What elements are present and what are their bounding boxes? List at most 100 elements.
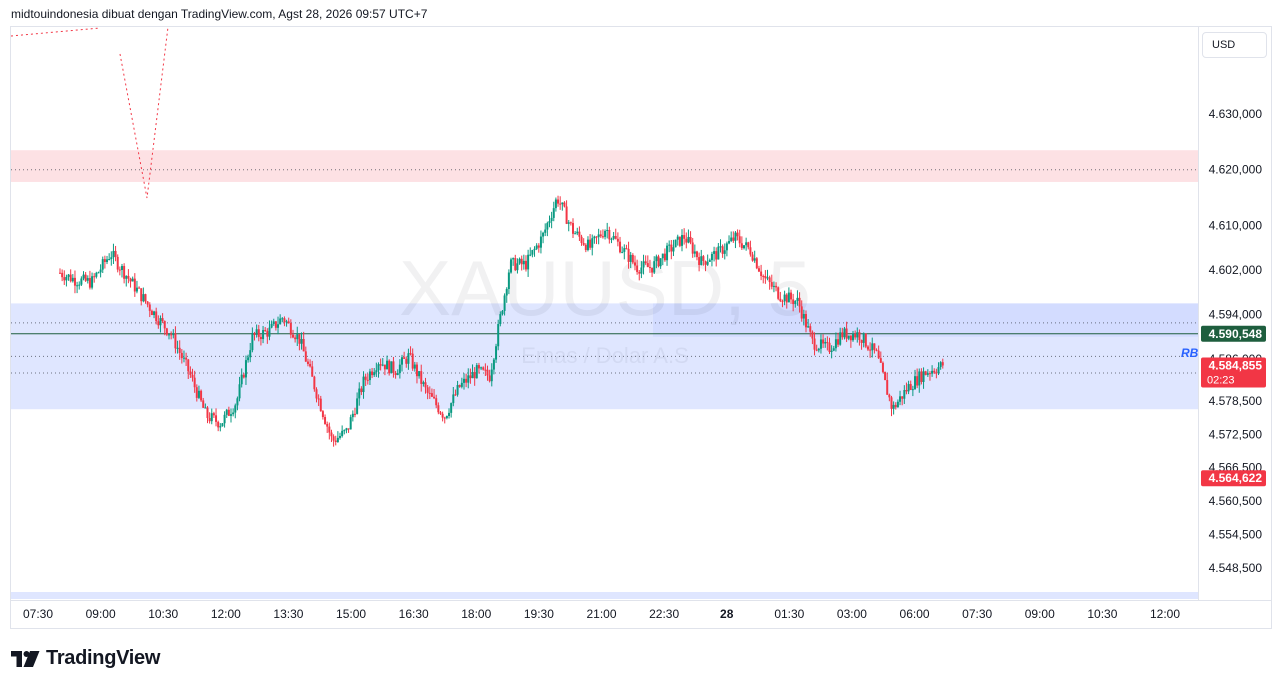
candle	[93, 273, 96, 283]
rb-badge[interactable]: RB	[1181, 346, 1199, 360]
candle-body	[191, 374, 194, 378]
candle	[394, 370, 397, 379]
candle	[65, 274, 68, 287]
candle	[604, 229, 607, 240]
time-tick-label: 06:00	[900, 607, 930, 621]
candle	[595, 236, 598, 245]
candle	[249, 342, 252, 363]
candle	[244, 355, 247, 385]
candle	[798, 292, 801, 313]
candle-body	[672, 247, 675, 252]
candle	[424, 377, 427, 394]
candle-body	[775, 285, 778, 288]
candle	[321, 410, 324, 420]
candle-body	[916, 376, 919, 386]
candle-body	[779, 298, 782, 302]
candle	[281, 317, 284, 323]
candle-body	[319, 398, 322, 412]
trend-drawing[interactable]	[119, 26, 169, 199]
candle-body	[687, 236, 690, 243]
candle	[306, 358, 309, 367]
candle-body	[287, 321, 290, 324]
candle-body	[715, 251, 718, 260]
candle-body	[849, 335, 852, 341]
candle	[392, 356, 395, 378]
candle	[238, 376, 241, 402]
price-tags-layer: 4.590,548 4.584,855 02:23 4.564,622	[1201, 325, 1266, 487]
chart-frame[interactable]	[10, 26, 1272, 629]
candle	[614, 228, 617, 240]
candle	[471, 364, 474, 379]
candle	[437, 402, 440, 415]
candle-body	[495, 346, 498, 360]
candle-body	[279, 318, 282, 325]
candle	[386, 355, 389, 370]
candle	[377, 362, 380, 378]
candle-body	[86, 278, 89, 281]
candle	[163, 320, 166, 336]
candle	[633, 255, 636, 271]
candle	[287, 317, 290, 324]
candle	[193, 370, 196, 393]
candle	[300, 332, 303, 350]
candle	[717, 243, 720, 260]
candle	[492, 357, 495, 375]
candle-body	[439, 412, 442, 414]
candle-body	[888, 394, 891, 398]
candle	[608, 226, 611, 244]
candle-body	[751, 254, 754, 261]
candle-body	[871, 343, 874, 351]
candle-body	[554, 199, 557, 209]
price-tag-value: 4.590,548	[1209, 327, 1263, 341]
candle-body	[437, 405, 440, 413]
candle-body	[401, 357, 403, 365]
trend-drawing[interactable]	[10, 27, 101, 37]
candle	[685, 232, 688, 249]
candle	[772, 281, 775, 293]
candle	[890, 395, 893, 417]
candle-body	[862, 333, 865, 343]
candle-body	[157, 321, 160, 326]
candle	[755, 257, 758, 270]
candle	[262, 325, 265, 344]
candle	[208, 412, 211, 424]
candle-body	[82, 274, 85, 279]
candle	[732, 231, 735, 243]
candle-body	[589, 239, 592, 248]
candle-body	[520, 258, 523, 265]
candle-body	[332, 436, 335, 441]
candle	[542, 231, 545, 244]
tradingview-logo[interactable]: TradingView	[11, 647, 160, 670]
candle-body	[253, 332, 256, 335]
candle	[698, 252, 701, 272]
candle-body	[762, 276, 765, 278]
candle-body	[839, 332, 842, 345]
candle	[108, 253, 111, 261]
candle	[82, 271, 85, 281]
candle	[644, 255, 647, 265]
candle-body	[574, 233, 577, 235]
price-tick-label: 4.602,000	[1209, 263, 1263, 277]
candle-body	[133, 278, 136, 292]
candle	[854, 330, 857, 340]
candle	[666, 242, 669, 266]
candle-body	[247, 357, 250, 361]
candle-body	[657, 256, 660, 267]
candle	[768, 275, 771, 290]
candle	[450, 402, 453, 418]
candle-body	[909, 384, 912, 390]
candle-body	[197, 390, 200, 398]
candle	[486, 365, 489, 381]
candle-body	[896, 401, 899, 408]
candle	[550, 211, 553, 229]
candle-body	[569, 222, 572, 224]
candle	[537, 243, 540, 253]
candle	[161, 313, 164, 324]
candle	[448, 408, 451, 419]
candle-body	[317, 398, 320, 400]
candle-body	[219, 426, 222, 428]
currency-button[interactable]: USD	[1202, 32, 1267, 58]
resistance-zone[interactable]	[11, 150, 1198, 182]
price-tick-label: 4.630,000	[1209, 107, 1263, 121]
